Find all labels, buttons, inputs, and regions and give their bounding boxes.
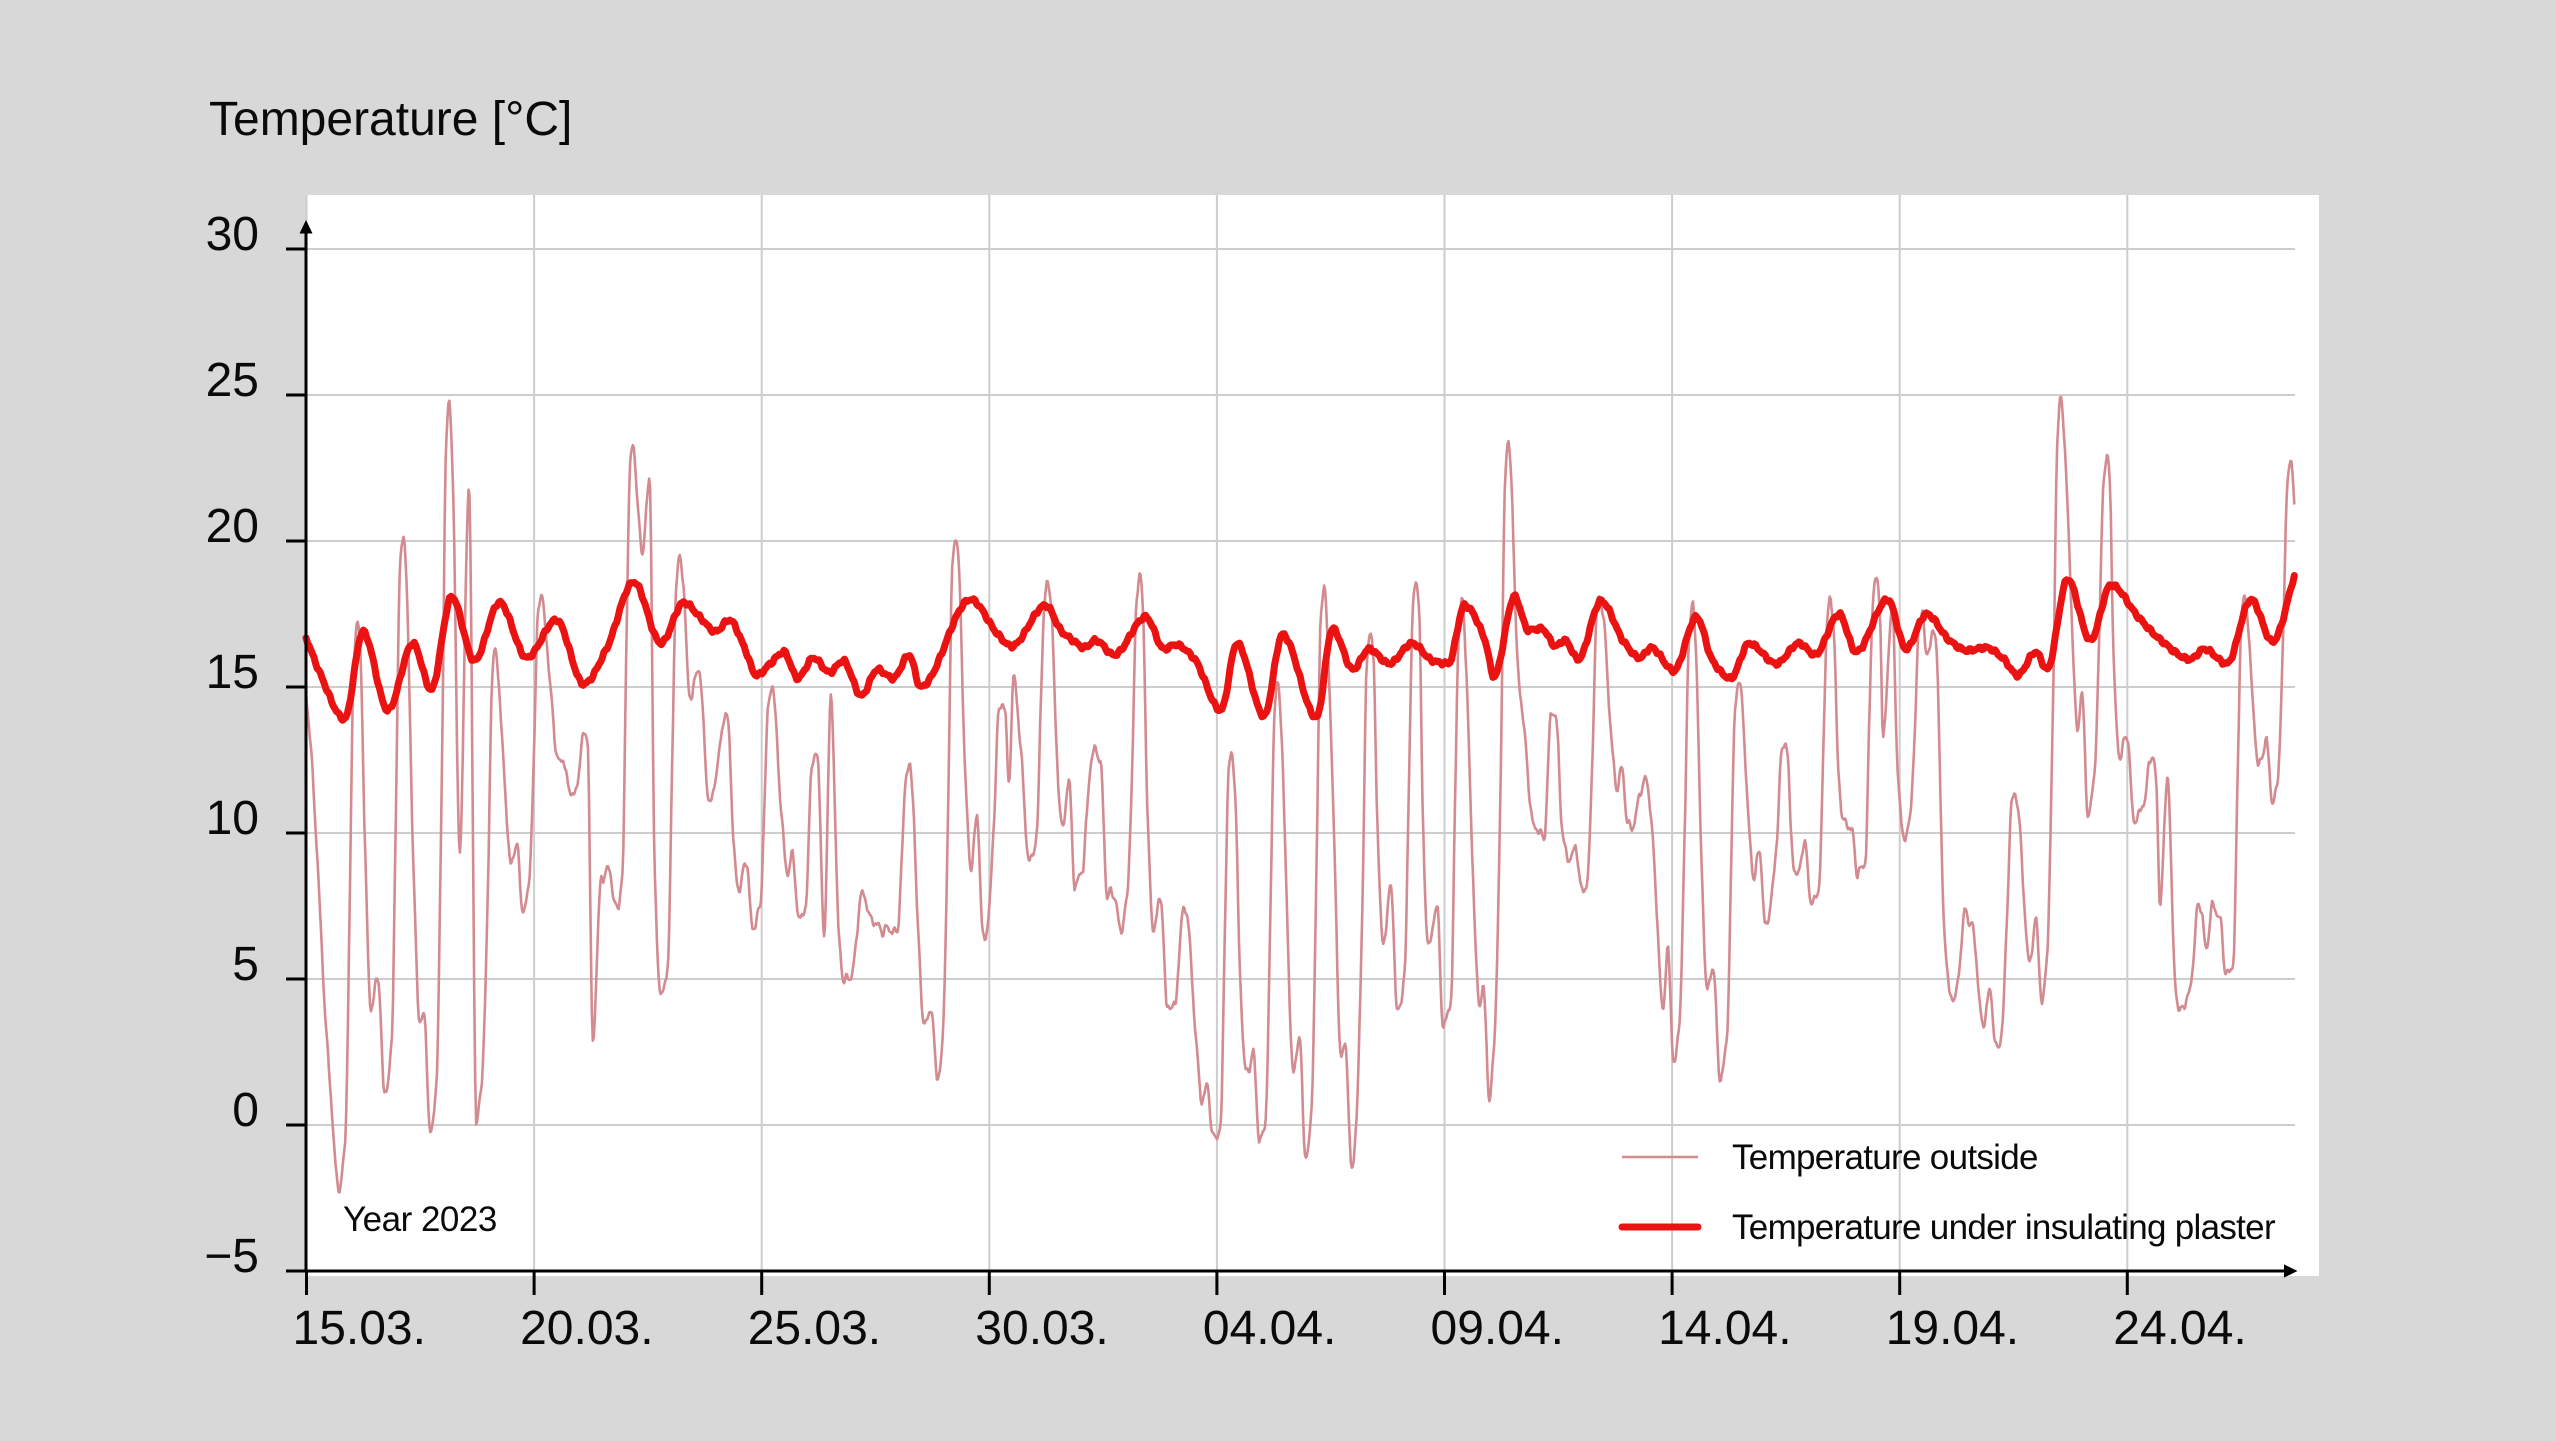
svg-text:0: 0	[232, 1084, 259, 1137]
svg-text:19.04.: 19.04.	[1886, 1302, 2019, 1355]
svg-text:30: 30	[206, 208, 259, 261]
svg-text:20.03.: 20.03.	[520, 1302, 653, 1355]
svg-text:15.03.: 15.03.	[293, 1302, 426, 1355]
svg-text:Temperature [°C]: Temperature [°C]	[209, 93, 572, 146]
svg-text:Year 2023: Year 2023	[343, 1200, 497, 1239]
svg-text:25: 25	[206, 354, 259, 407]
svg-text:5: 5	[232, 938, 259, 991]
svg-text:20: 20	[206, 500, 259, 553]
svg-text:14.04.: 14.04.	[1658, 1302, 1791, 1355]
svg-text:15: 15	[206, 646, 259, 699]
svg-text:30.03.: 30.03.	[975, 1302, 1108, 1355]
svg-text:10: 10	[206, 792, 259, 845]
svg-text:Temperature under insulating p: Temperature under insulating plaster	[1732, 1208, 2276, 1247]
svg-text:Temperature outside: Temperature outside	[1732, 1138, 2038, 1177]
svg-text:−5: −5	[204, 1230, 259, 1283]
svg-text:09.04.: 09.04.	[1431, 1302, 1564, 1355]
svg-text:24.04.: 24.04.	[2113, 1302, 2246, 1355]
svg-text:25.03.: 25.03.	[748, 1302, 881, 1355]
svg-text:04.04.: 04.04.	[1203, 1302, 1336, 1355]
